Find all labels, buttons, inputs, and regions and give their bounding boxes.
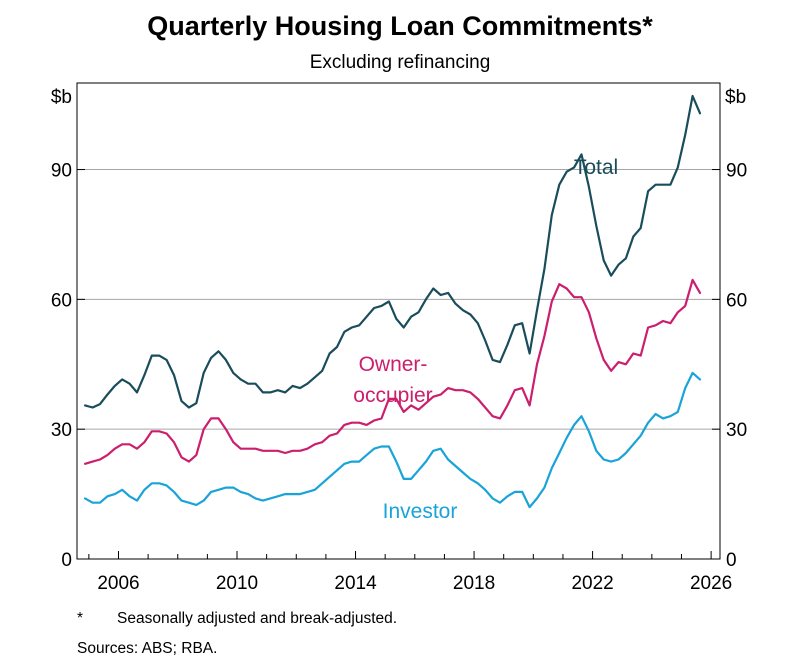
y-tick-label-left: 30 [51,420,72,441]
y-unit-right: $b [725,87,746,108]
label-owner-occupier-line2: occupier [353,384,432,407]
gridlines [77,169,720,430]
x-tick-label: 2022 [571,573,613,594]
plot-frame [76,82,721,560]
y-tick-label-left: 60 [51,290,72,311]
y-tick-label-right: 90 [726,161,747,182]
x-tick-label: 2014 [334,573,377,594]
y-tick-label-left: 90 [51,161,72,182]
y-tick-label-right: 0 [726,550,737,571]
label-investor: Investor [383,500,458,523]
series-line-total [83,94,702,409]
series-lines [83,94,702,509]
x-tick-label: 2026 [690,573,732,594]
y-tick-label-left: 0 [61,550,72,571]
y-tick-label-right: 30 [726,420,747,441]
label-owner-occupier-line1: Owner- [359,353,428,376]
x-tick-label: 2010 [216,573,258,594]
x-tick-label: 2018 [453,573,495,594]
label-total: Total [574,156,618,179]
y-tick-label-right: 60 [726,290,747,311]
chart-subtitle: Excluding refinancing [310,52,491,73]
x-tick-label: 2006 [97,573,139,594]
footnote-mark: * [77,610,84,627]
footnote: * Seasonally adjusted and break-adjusted. [77,610,397,628]
footnote-text: Seasonally adjusted and break-adjusted. [117,610,398,627]
sources: Sources: ABS; RBA. [77,640,218,657]
series-line-investor [83,371,702,509]
y-axis-ticks: 0 0 30 30 60 60 90 90 [51,161,747,571]
y-unit-left: $b [51,87,72,108]
x-axis-ticks: 2006 2010 2014 2018 2022 2026 [88,551,732,594]
series-line-owner-occupier [83,278,702,465]
chart-title: Quarterly Housing Loan Commitments* [147,11,653,41]
